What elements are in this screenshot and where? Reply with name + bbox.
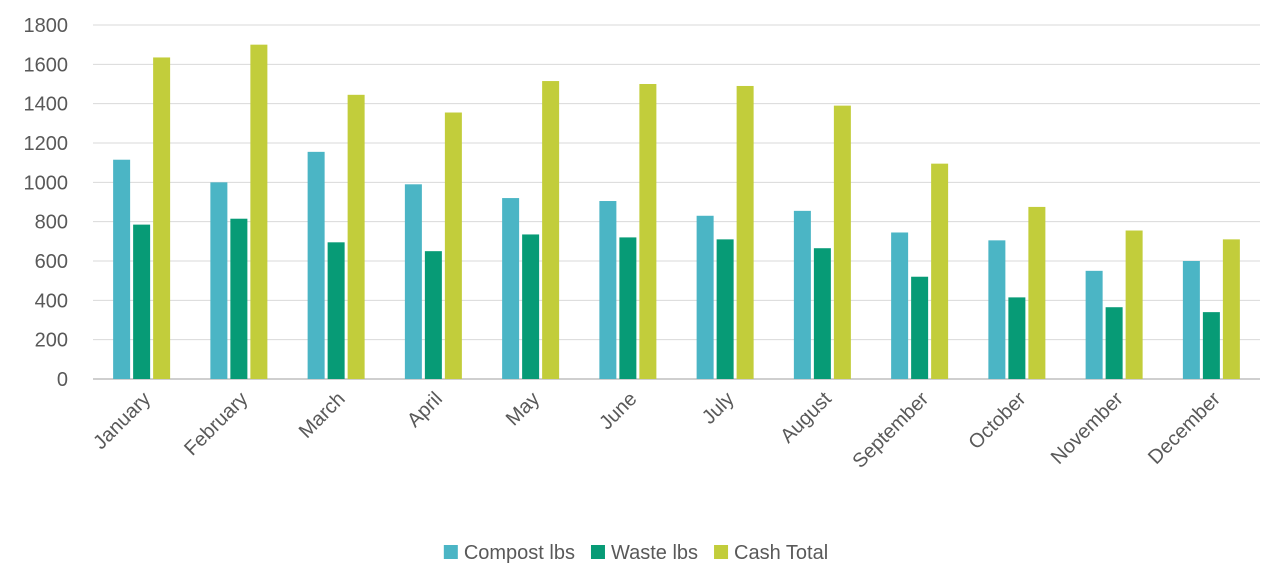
- bar-cash-may: [542, 81, 560, 380]
- bar-cash-april: [444, 112, 462, 380]
- x-tick-label-july: July: [698, 388, 739, 429]
- bar-compost-august: [793, 210, 811, 379]
- bars: [113, 44, 1240, 380]
- y-axis-ticks: 0 200 400 600 800 1000 1200 1400 1600 1800: [24, 15, 69, 391]
- y-tick-label: 1200: [24, 133, 69, 155]
- bar-compost-february: [210, 182, 228, 379]
- y-tick-label: 1800: [24, 15, 69, 37]
- bar-compost-may: [502, 198, 520, 379]
- y-tick-label: 1000: [24, 172, 69, 194]
- gridlines: [93, 24, 1260, 380]
- bar-cash-june: [639, 84, 657, 379]
- bar-waste-may: [522, 234, 540, 379]
- legend-label-compost: Compost lbs: [464, 542, 575, 564]
- bar-waste-april: [424, 251, 442, 379]
- x-tick-label-november: November: [1047, 388, 1128, 469]
- bar-waste-august: [813, 248, 831, 379]
- bar-waste-october: [1008, 297, 1026, 379]
- bar-cash-july: [736, 85, 754, 379]
- x-tick-label-march: March: [295, 388, 350, 443]
- bar-compost-january: [113, 159, 131, 379]
- x-tick-label-august: August: [776, 388, 836, 448]
- bar-waste-january: [133, 224, 151, 379]
- bar-compost-november: [1085, 270, 1103, 379]
- y-tick-label: 800: [35, 212, 68, 234]
- bar-waste-july: [716, 239, 734, 379]
- bar-cash-september: [931, 163, 949, 379]
- bar-cash-august: [833, 105, 851, 379]
- x-tick-label-april: April: [403, 388, 447, 432]
- x-tick-label-february: February: [180, 388, 252, 460]
- bar-waste-march: [327, 242, 345, 379]
- bar-cash-november: [1125, 230, 1143, 379]
- bar-waste-september: [911, 276, 929, 379]
- legend-swatch-waste: [590, 545, 605, 559]
- bar-waste-february: [230, 218, 248, 379]
- x-tick-label-january: January: [89, 388, 155, 454]
- x-axis-ticks: January February March April May June July Augu…: [89, 388, 1225, 473]
- bar-compost-october: [988, 240, 1006, 379]
- y-tick-label: 1400: [24, 94, 69, 116]
- legend-label-cash: Cash Total: [734, 542, 828, 564]
- x-tick-label-may: May: [502, 388, 544, 430]
- x-tick-label-october: October: [965, 388, 1031, 454]
- bar-compost-march: [307, 151, 325, 379]
- x-tick-label-december: December: [1144, 388, 1225, 469]
- y-tick-label: 200: [35, 330, 68, 352]
- legend-swatch-cash: [714, 545, 729, 559]
- legend-label-waste: Waste lbs: [611, 542, 698, 564]
- bar-cash-october: [1028, 206, 1046, 379]
- bar-waste-june: [619, 237, 637, 379]
- y-tick-label: 1600: [24, 54, 69, 76]
- bar-compost-december: [1182, 261, 1200, 379]
- bar-cash-december: [1222, 239, 1240, 379]
- y-tick-label: 400: [35, 290, 68, 312]
- bar-cash-february: [250, 44, 268, 380]
- bar-compost-april: [404, 184, 422, 379]
- bar-waste-november: [1105, 307, 1123, 379]
- y-tick-label: 0: [57, 369, 68, 391]
- legend-swatch-compost: [443, 545, 458, 559]
- bar-compost-july: [696, 215, 714, 379]
- bar-compost-september: [891, 232, 909, 379]
- bar-cash-march: [347, 94, 365, 380]
- y-tick-label: 600: [35, 251, 68, 273]
- x-tick-label-june: June: [595, 388, 641, 434]
- legend: Compost lbs Waste lbs Cash Total: [443, 542, 828, 564]
- bar-waste-december: [1202, 312, 1220, 379]
- bar-cash-january: [153, 57, 171, 379]
- bar-compost-june: [599, 201, 617, 379]
- x-tick-label-september: September: [848, 388, 933, 473]
